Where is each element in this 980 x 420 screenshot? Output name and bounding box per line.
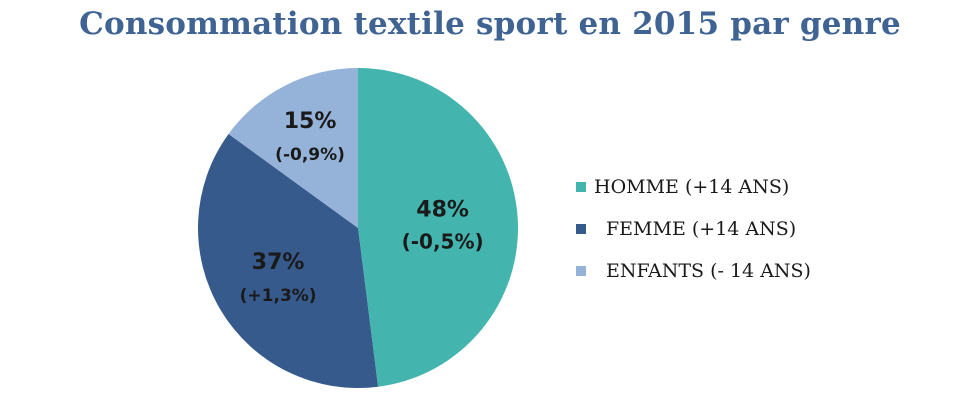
slice-change-label-femme: (+1,3%): [240, 286, 317, 306]
legend-label-enfants: ENFANTS (- 14 ANS): [606, 260, 811, 282]
legend-swatch-homme: [576, 182, 586, 192]
pie-slice-homme: [358, 68, 519, 387]
legend-swatch-femme: [576, 224, 586, 234]
legend: HOMME (+14 ANS) FEMME (+14 ANS) ENFANTS …: [572, 176, 952, 302]
chart-title: Consommation textile sport en 2015 par g…: [79, 6, 901, 42]
legend-label-femme: FEMME (+14 ANS): [606, 218, 797, 240]
slice-value-label-femme: 37%: [252, 250, 305, 275]
legend-item-homme: HOMME (+14 ANS): [572, 176, 952, 204]
legend-item-femme: FEMME (+14 ANS): [572, 218, 952, 246]
slice-change-label-enfants: (-0,9%): [275, 145, 345, 165]
legend-swatch-enfants: [576, 266, 586, 276]
legend-item-enfants: ENFANTS (- 14 ANS): [572, 260, 952, 288]
legend-label-homme: HOMME (+14 ANS): [594, 176, 790, 198]
slice-value-label-enfants: 15%: [284, 109, 337, 134]
pie-slice-enfants: [228, 68, 358, 228]
slice-change-label-homme: (-0,5%): [402, 230, 484, 254]
slice-value-label-homme: 48%: [416, 198, 469, 223]
pie-slice-femme: [197, 133, 379, 388]
